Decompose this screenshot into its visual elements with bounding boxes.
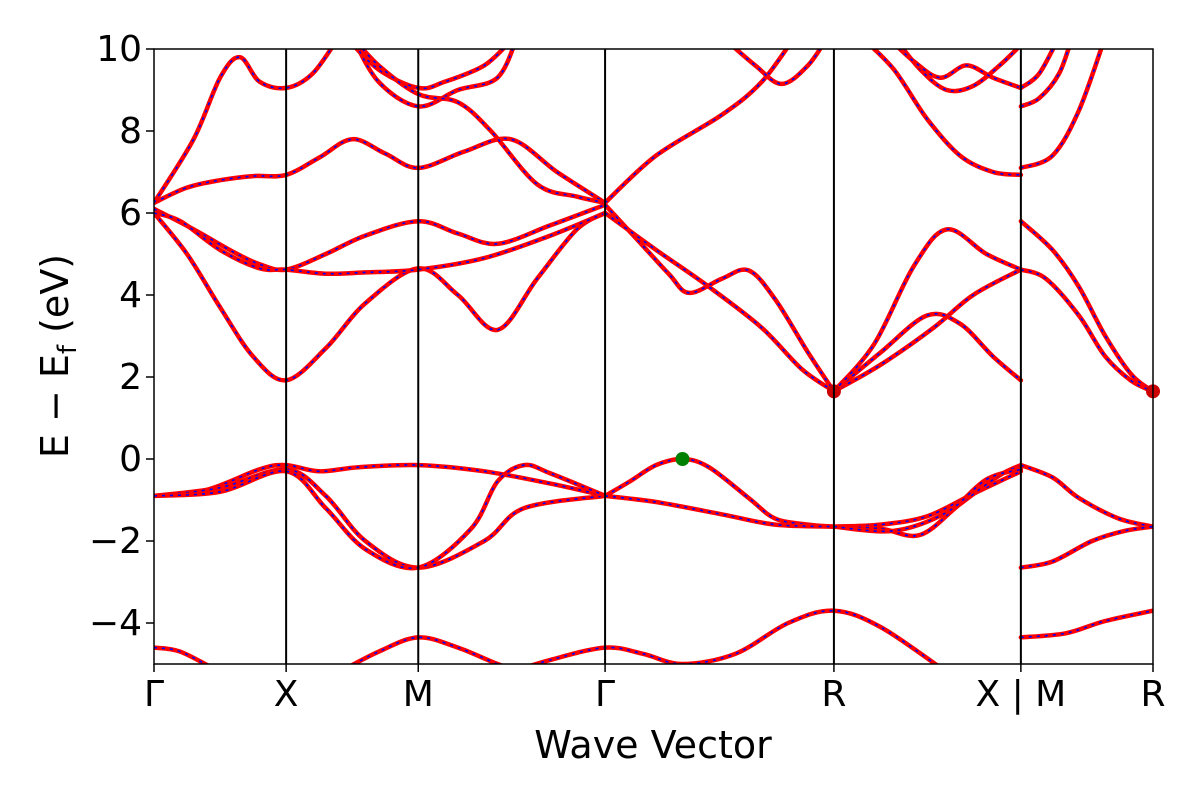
band-35-blue [352, 636, 500, 664]
band-24-blue [154, 464, 606, 497]
band-20-blue [1020, 49, 1070, 108]
y-axis-ticks: 10 8 6 4 2 0 −2 −4 [89, 29, 154, 644]
band-33-blue [1020, 525, 1153, 569]
plot-frame [153, 48, 1154, 665]
band-33-red [1018, 524, 1153, 570]
band-34-blue [154, 646, 207, 664]
band-13-red [831, 267, 1024, 394]
band-36-red [528, 608, 940, 664]
band-35-red [349, 635, 505, 664]
x-tick-label: R [821, 674, 846, 715]
band-6-blue [355, 49, 505, 90]
band-31-red [831, 467, 1024, 534]
band-19-red [1018, 49, 1056, 91]
y-axis-title: E − Ef (eV) [33, 254, 83, 458]
x-tick-label: R [1140, 674, 1165, 715]
band-11-red [602, 202, 837, 394]
band-12-red [602, 210, 837, 394]
y-tick-label: 6 [119, 193, 142, 234]
band-6-red [353, 49, 507, 91]
band-21-red [1018, 49, 1104, 171]
band-29-blue [833, 470, 1022, 528]
y-tick-label: 10 [96, 29, 142, 70]
x-axis-title: Wave Vector [534, 723, 772, 767]
y-tick-label: 4 [119, 275, 142, 316]
y-axis-title-tail: (eV) [33, 254, 77, 345]
y-tick-label: 2 [119, 357, 142, 398]
extrema-markers [675, 384, 1160, 466]
y-tick-label: −4 [89, 603, 142, 644]
band-23-red [1018, 267, 1153, 394]
band-16-blue [873, 49, 1021, 176]
band-20-red [1018, 49, 1071, 109]
band-14-red [831, 311, 1024, 394]
band-2-red [154, 202, 608, 273]
y-tick-label: −2 [89, 521, 142, 562]
band-2-blue [154, 204, 606, 271]
y-tick-label: 0 [119, 439, 142, 480]
y-axis-title-main: E − E [33, 354, 77, 458]
band-32-red [1018, 462, 1153, 529]
band-10-blue [734, 49, 822, 85]
x-tick-label: Γ [595, 674, 615, 715]
y-tick-label: 8 [119, 111, 142, 152]
high-symmetry-lines [285, 49, 1022, 664]
band-13-blue [833, 268, 1022, 392]
band-5-blue [154, 49, 332, 204]
band-15-blue [833, 228, 1022, 392]
band-34-red [154, 645, 210, 664]
x-axis-ticks: Γ X M Γ R X | M R [144, 664, 1166, 715]
band-9-red [602, 49, 790, 206]
x-tick-label: M [403, 674, 434, 715]
band-27-red [602, 456, 837, 529]
band-25-red [154, 467, 608, 570]
band-17-blue [902, 49, 1018, 92]
band-37-blue [1020, 609, 1153, 639]
band-4-blue [154, 212, 606, 275]
band-1-red [154, 136, 608, 206]
band-27-blue [604, 458, 834, 528]
band-28-red [602, 493, 837, 529]
marker-vbm [675, 452, 690, 466]
band-10-red [732, 49, 823, 87]
band-7-blue [357, 49, 514, 108]
band-11-blue [604, 204, 835, 392]
band-14-blue [833, 313, 1022, 392]
x-tick-label: Γ [144, 674, 164, 715]
band-22-red [1018, 218, 1153, 394]
band-31-blue [833, 468, 1022, 533]
band-30-blue [833, 464, 1022, 537]
band-22-blue [1020, 220, 1153, 392]
band-3-blue [154, 212, 606, 382]
band-8-blue [361, 49, 606, 204]
x-tick-label: X | M [975, 674, 1066, 715]
band-18-blue [898, 49, 1022, 89]
band-16-red [870, 49, 1024, 178]
y-axis-title-sub: f [53, 344, 83, 354]
x-tick-label: X [274, 674, 299, 715]
band-36-blue [533, 609, 937, 664]
band-lines [154, 49, 1153, 664]
